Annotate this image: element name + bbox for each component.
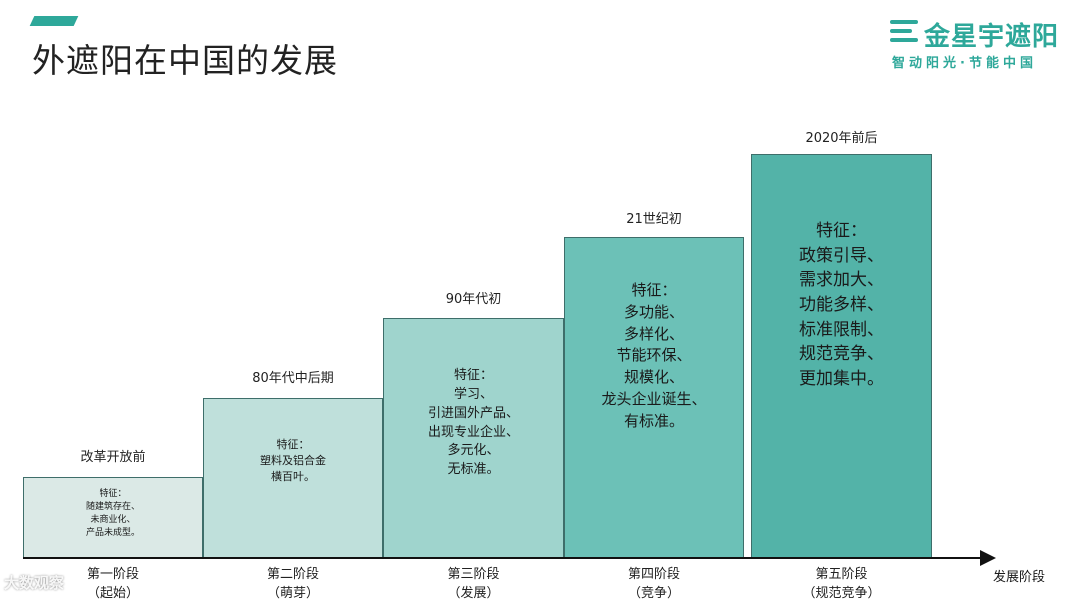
feature-line: 横百叶。 [271, 469, 315, 483]
timeline-axis [23, 557, 983, 559]
feature-line: 多元化、 [447, 443, 500, 459]
feature-line: 未商业化、 [90, 515, 136, 526]
feature-line: 龙头企业诞生、 [601, 389, 707, 408]
logo-name: 金星宇遮阳 [924, 22, 1060, 52]
stage-number: 第四阶段 [627, 567, 680, 582]
stage-2-block: 特征： 塑料及铝合金 横百叶。 [203, 398, 383, 558]
stage-4-block: 特征： 多功能、 多样化、 节能环保、 规模化、 龙头企业诞生、 有标准。 [564, 237, 744, 558]
feature-line: 特征： [816, 221, 867, 241]
feature-line: 标准限制、 [799, 319, 884, 340]
stage-3-label: 第三阶段 （发展） [383, 566, 564, 604]
feature-line: 无标准。 [447, 462, 500, 478]
stage-phase: （发展） [447, 585, 500, 601]
feature-line: 多功能、 [623, 302, 684, 321]
stage-number: 第二阶段 [266, 567, 319, 582]
feature-line: 节能环保、 [616, 346, 692, 365]
stage-2-period: 80年代中后期 [252, 371, 334, 386]
title-accent-bar [29, 16, 79, 26]
feature-line: 特征： [276, 438, 310, 451]
stage-5-period: 2020年前后 [805, 131, 878, 146]
company-logo: 金星宇遮阳 智动阳光·节能中国 [890, 14, 1072, 74]
stage-2-features: 特征： 塑料及铝合金 横百叶。 [204, 437, 382, 485]
feature-line: 更加集中。 [799, 368, 884, 389]
stage-5-label: 第五阶段 （规范竞争） [751, 566, 932, 604]
feature-line: 多样化、 [623, 324, 684, 343]
feature-line: 规模化、 [623, 368, 684, 386]
feature-line: 随建筑存在、 [85, 502, 140, 513]
stage-phase: （竞争） [627, 585, 680, 601]
stage-2-label: 第二阶段 （萌芽） [203, 566, 383, 604]
feature-line: 产品未成型。 [85, 528, 140, 539]
feature-line: 有标准。 [623, 411, 684, 430]
stage-number: 第五阶段 [815, 567, 868, 582]
feature-line: 引进国外产品、 [427, 405, 519, 421]
feature-line: 出现专业企业、 [427, 424, 519, 440]
stage-phase: （萌芽） [266, 585, 319, 601]
stage-1-block: 特征： 随建筑存在、 未商业化、 产品未成型。 [23, 477, 203, 558]
logo-stripes-icon [890, 20, 920, 46]
feature-line: 特征： [453, 368, 493, 383]
feature-line: 政策引导、 [799, 245, 884, 266]
stage-3-block: 特征： 学习、 引进国外产品、 出现专业企业、 多元化、 无标准。 [383, 318, 564, 558]
feature-line: 特征： [631, 281, 677, 299]
stage-5-block: 特征： 政策引导、 需求加大、 功能多样、 标准限制、 规范竞争、 更加集中。 [751, 154, 932, 558]
stage-phase: （起始） [86, 585, 139, 601]
feature-line: 功能多样、 [799, 294, 884, 315]
feature-line: 规范竞争、 [799, 344, 884, 365]
feature-line: 特征： [99, 489, 127, 499]
slide-title: 外遮阳在中国的发展 [32, 41, 338, 80]
stage-4-features: 特征： 多功能、 多样化、 节能环保、 规模化、 龙头企业诞生、 有标准。 [565, 280, 743, 432]
feature-line: 塑料及铝合金 [260, 453, 326, 467]
feature-line: 需求加大、 [799, 270, 884, 291]
axis-label: 发展阶段 [993, 570, 1046, 585]
stage-4-label: 第四阶段 （竞争） [564, 566, 744, 604]
stage-1-label: 第一阶段 （起始） [23, 566, 203, 604]
stage-1-period: 改革开放前 [80, 450, 146, 465]
watermark: 大数观察 [4, 574, 65, 592]
stage-3-features: 特征： 学习、 引进国外产品、 出现专业企业、 多元化、 无标准。 [384, 367, 563, 480]
stage-number: 第一阶段 [86, 567, 139, 582]
stage-5-features: 特征： 政策引导、 需求加大、 功能多样、 标准限制、 规范竞争、 更加集中。 [752, 219, 931, 391]
stage-1-features: 特征： 随建筑存在、 未商业化、 产品未成型。 [24, 488, 202, 540]
stage-phase: （规范竞争） [802, 585, 881, 601]
feature-line: 学习、 [453, 386, 493, 402]
stage-number: 第三阶段 [447, 567, 500, 582]
logo-slogan: 智动阳光·节能中国 [892, 56, 1037, 71]
stage-4-period: 21世纪初 [626, 212, 682, 227]
stage-3-period: 90年代初 [445, 292, 502, 307]
axis-arrow-icon [980, 550, 996, 566]
